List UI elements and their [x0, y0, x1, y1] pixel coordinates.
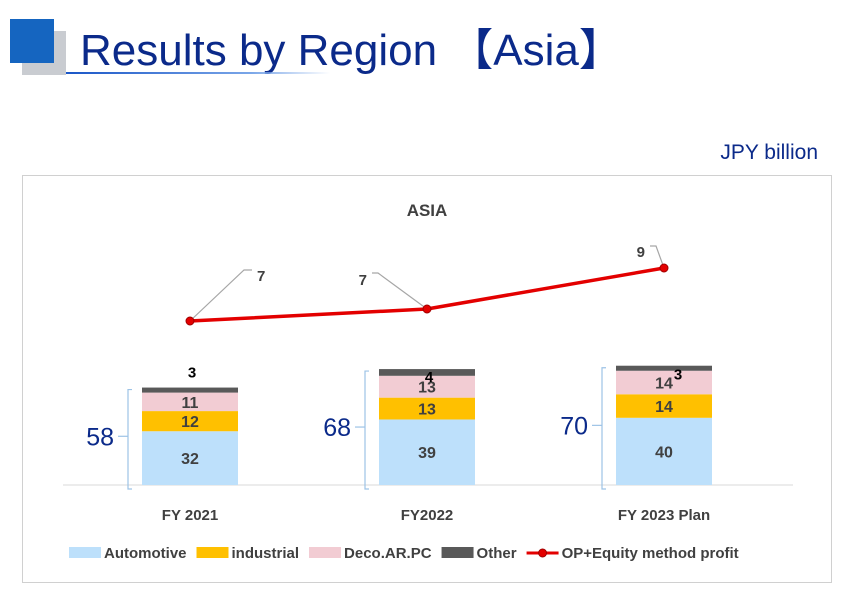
title-square-icon — [10, 19, 54, 63]
legend-label-automotive: Automotive — [104, 545, 187, 562]
legend-swatch-deco-ar-pc — [309, 547, 342, 558]
value-label-automotive-0: 32 — [181, 451, 199, 468]
legend-marker-profit — [538, 548, 548, 558]
chart-panel: ASIA 32 12 11 FY 2021 58 39 13 13 FY2022 68 40 14 14 F… — [22, 175, 832, 583]
bar-automotive-1 — [379, 419, 475, 485]
legend-swatch-automotive — [69, 547, 101, 558]
page-title: Results by Region 【Asia】 — [80, 26, 623, 75]
category-label-1: FY2022 — [401, 507, 454, 524]
legend-swatch-other — [441, 547, 474, 558]
value-label-deco-ar-pc-1: 13 — [418, 380, 436, 397]
bar-automotive-0 — [142, 431, 238, 485]
total-bracket-0 — [127, 388, 132, 490]
value-label-automotive-1: 39 — [418, 445, 436, 462]
bar-other-2 — [616, 365, 712, 371]
total-bracket-1 — [364, 370, 369, 490]
profit-label-1: 7 — [359, 272, 367, 289]
bar-other-1 — [379, 369, 475, 376]
bar-deco-ar-pc-2 — [616, 370, 712, 395]
bar-industrial-0 — [142, 411, 238, 432]
total-label-0: 58 — [86, 423, 114, 451]
category-label-0: FY 2021 — [162, 507, 218, 524]
profit-point-1 — [422, 304, 432, 314]
profit-label-0: 7 — [257, 268, 265, 285]
value-label-deco-ar-pc-0: 11 — [182, 395, 199, 412]
title-block: Results by Region 【Asia】 — [0, 0, 850, 90]
profit-leader-1 — [372, 272, 428, 310]
value-label-industrial-0: 12 — [181, 414, 199, 431]
bar-automotive-2 — [616, 417, 712, 485]
chart-title: ASIA — [407, 201, 448, 220]
title-underline — [66, 72, 330, 74]
category-label-2: FY 2023 Plan — [618, 507, 710, 524]
value-label-other-0: 3 — [188, 365, 196, 382]
bar-deco-ar-pc-1 — [379, 375, 475, 398]
profit-leader-0 — [189, 269, 252, 322]
legend-label-profit: OP+Equity method profit — [562, 545, 739, 562]
legend-label-deco-ar-pc: Deco.AR.PC — [344, 545, 432, 562]
legend-label-other: Other — [477, 545, 517, 562]
profit-label-2: 9 — [637, 244, 645, 261]
bar-deco-ar-pc-0 — [142, 392, 238, 412]
value-label-deco-ar-pc-2: 14 — [655, 376, 673, 393]
value-label-industrial-1: 13 — [418, 402, 436, 419]
value-label-industrial-2: 14 — [655, 399, 673, 416]
unit-label: JPY billion — [720, 141, 818, 164]
bar-industrial-1 — [379, 397, 475, 420]
total-label-1: 68 — [323, 414, 351, 442]
total-bracket-2 — [601, 367, 606, 490]
value-label-automotive-2: 40 — [655, 444, 673, 461]
legend-label-industrial: industrial — [232, 545, 300, 562]
total-label-2: 70 — [560, 412, 588, 440]
profit-point-2 — [659, 263, 669, 273]
profit-leader-2 — [650, 245, 665, 269]
bar-other-0 — [142, 387, 238, 393]
value-label-other-1: 4 — [425, 369, 434, 386]
legend-swatch-industrial — [196, 547, 229, 558]
value-label-other-2: 3 — [674, 367, 682, 384]
profit-point-0 — [185, 316, 195, 326]
bar-industrial-2 — [616, 394, 712, 418]
